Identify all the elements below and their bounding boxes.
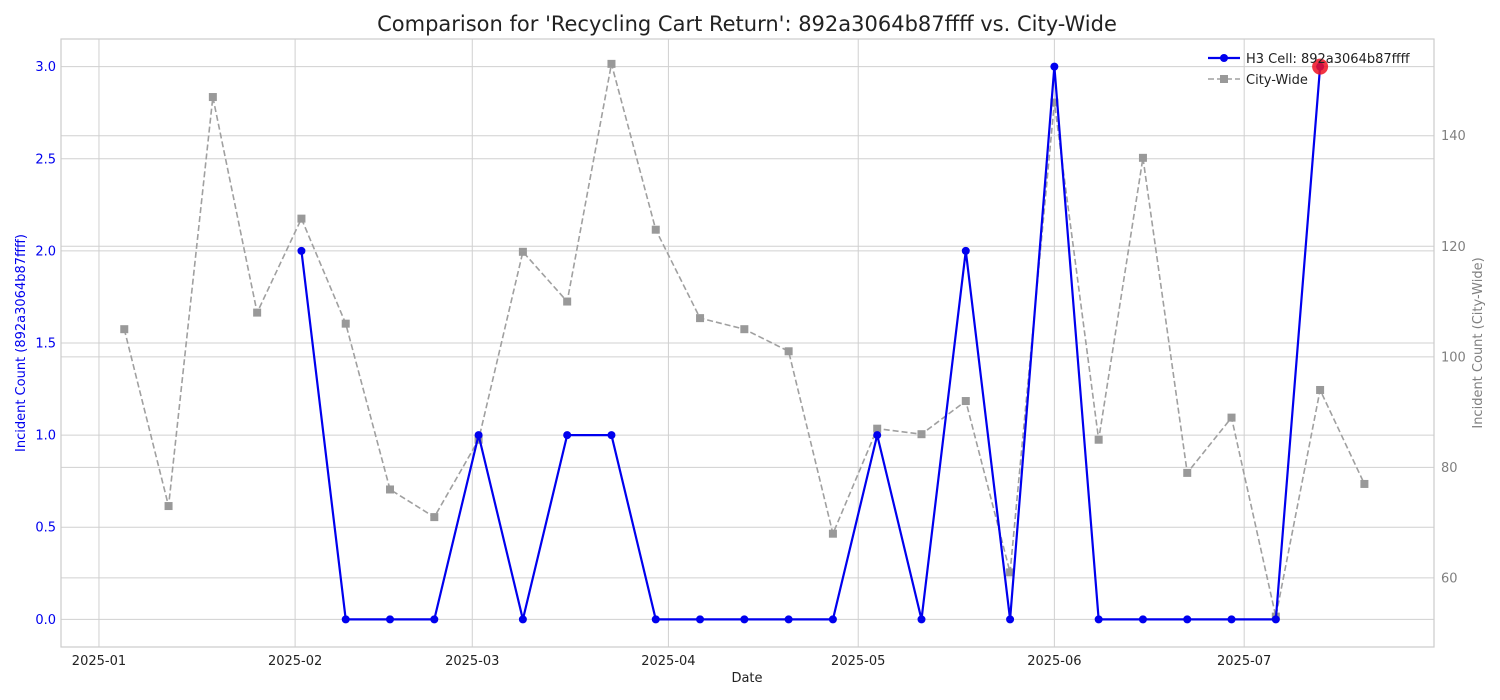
y-left-tick-label: 0.5 [35, 521, 56, 536]
y-right-tick-label: 80 [1441, 461, 1458, 476]
legend-marker-h3 [1220, 54, 1228, 62]
x-tick-label: 2025-06 [1027, 654, 1081, 669]
citywide-point [297, 214, 306, 223]
highlight-point [1312, 58, 1329, 75]
y-left-tick-label: 2.0 [35, 244, 56, 259]
citywide-point [1050, 98, 1059, 107]
x-tick-label: 2025-01 [72, 654, 126, 669]
h3-point [1094, 615, 1103, 624]
h3-point [1227, 615, 1236, 624]
grid [61, 39, 1434, 647]
citywide-point [120, 325, 129, 334]
legend-label-h3: H3 Cell: 892a3064b87ffff [1246, 52, 1411, 67]
y-left-tick-label: 1.5 [35, 337, 56, 352]
y-left-tick-label: 2.5 [35, 152, 56, 167]
h3-point [651, 615, 660, 624]
h3-point [518, 615, 527, 624]
y-right-tick-label: 140 [1441, 129, 1466, 144]
citywide-point [1006, 568, 1015, 577]
citywide-point [341, 319, 350, 328]
h3-point [297, 246, 306, 255]
x-tick-label: 2025-05 [831, 654, 885, 669]
ticks: 2025-01 2025-02 2025-03 2025-04 2025-05 2025-… [35, 60, 1466, 669]
h3-point [607, 431, 616, 440]
citywide-point [563, 297, 572, 306]
citywide-point [430, 513, 439, 522]
citywide-point [740, 325, 749, 334]
citywide-point [1183, 468, 1192, 477]
x-tick-label: 2025-04 [641, 654, 695, 669]
h3-point [1183, 615, 1192, 624]
h3-point [430, 615, 439, 624]
x-axis-label: Date [731, 671, 762, 686]
y-right-tick-label: 100 [1441, 350, 1466, 365]
y-left-tick-label: 3.0 [35, 60, 56, 75]
h3-point [696, 615, 705, 624]
h3-point [474, 431, 483, 440]
h3-point [1138, 615, 1147, 624]
series-layer [120, 58, 1369, 624]
h3-point [1271, 615, 1280, 624]
h3-point [563, 431, 572, 440]
h3-point [873, 431, 882, 440]
citywide-point [164, 502, 173, 511]
x-tick-label: 2025-07 [1217, 654, 1271, 669]
y-right-tick-label: 120 [1441, 240, 1466, 255]
citywide-point [828, 529, 837, 538]
h3-point [740, 615, 749, 624]
h3-point [917, 615, 926, 624]
y-right-tick-label: 60 [1441, 571, 1458, 586]
citywide-point [1094, 435, 1103, 444]
citywide-point [386, 485, 395, 494]
x-tick-label: 2025-02 [268, 654, 322, 669]
citywide-point [873, 424, 882, 433]
x-tick-label: 2025-03 [445, 654, 499, 669]
h3-point [1050, 62, 1059, 71]
y-left-tick-label: 0.0 [35, 613, 56, 628]
h3-point [961, 246, 970, 255]
citywide-point [696, 314, 705, 323]
h3-point [341, 615, 350, 624]
citywide-point [1360, 479, 1369, 488]
citywide-point [917, 430, 926, 439]
legend-label-citywide: City-Wide [1246, 73, 1308, 88]
legend: H3 Cell: 892a3064b87ffff City-Wide [1208, 52, 1411, 88]
legend-marker-citywide [1220, 75, 1228, 83]
y-axis-right-label: Incident Count (City-Wide) [1471, 257, 1486, 428]
chart-title: Comparison for 'Recycling Cart Return': … [377, 12, 1117, 36]
y-left-tick-label: 1.0 [35, 429, 56, 444]
citywide-point [961, 397, 970, 406]
citywide-point [1316, 385, 1325, 394]
h3-point [784, 615, 793, 624]
citywide-point [607, 59, 616, 68]
h3-point [1006, 615, 1015, 624]
citywide-point [651, 225, 660, 234]
h3-point [828, 615, 837, 624]
citywide-point [1138, 153, 1147, 162]
series-line-h3 [300, 66, 1322, 621]
citywide-point [1227, 413, 1236, 422]
h3-point [386, 615, 395, 624]
citywide-point [518, 247, 527, 256]
plot-frame [60, 38, 1435, 648]
citywide-point [253, 308, 262, 317]
citywide-point [784, 347, 793, 356]
citywide-point [208, 93, 217, 102]
y-axis-left-label: Incident Count (892a3064b87ffff) [14, 234, 29, 452]
